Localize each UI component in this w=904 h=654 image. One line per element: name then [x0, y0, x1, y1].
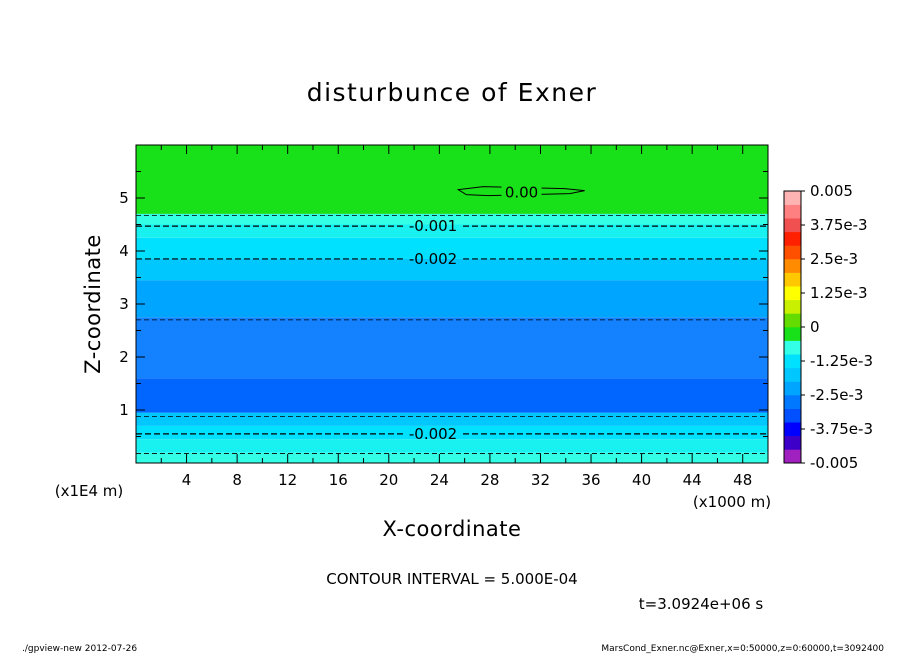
colorbar-swatch-17	[784, 218, 801, 233]
colorbar-swatch-7	[784, 354, 801, 369]
colorbar-swatch-9	[784, 327, 801, 341]
colorbar: 0.005 3.75e-3 2.5e-3 1.25e-3 0 -1.25e-3 -2.5e-…	[783, 182, 873, 472]
x-tick-label: 12	[278, 471, 297, 489]
zero-contour-line	[456, 186, 585, 197]
colorbar-swatch-18	[784, 204, 801, 219]
contour-band-1	[136, 439, 768, 453]
x-tick-label: 4	[182, 471, 192, 489]
colorbar-label: 3.75e-3	[810, 216, 868, 234]
x-tick-label: 48	[733, 471, 752, 489]
colorbar-label: 0	[810, 318, 820, 336]
zero-contour-label-bg	[501, 185, 542, 199]
contour-band-4	[136, 378, 768, 413]
contour-label-5: -0.001	[409, 217, 457, 235]
x-tick-label: 40	[632, 471, 651, 489]
colorbar-label: 0.005	[810, 182, 853, 200]
contour-label-1: -0.002	[409, 425, 457, 443]
y-tick-label: 2	[119, 348, 129, 366]
contour-band-2	[136, 425, 768, 440]
x-tick-label: 24	[430, 471, 449, 489]
x-tick-label: 20	[379, 471, 398, 489]
x-axis-label: X-coordinate	[383, 517, 522, 541]
colorbar-swatch-6	[784, 367, 801, 382]
x-tick-label: 28	[480, 471, 499, 489]
colorbar-label: -0.005	[810, 454, 858, 472]
x-unit-label: (x1000 m)	[693, 493, 771, 511]
colorbar-swatch-5	[784, 381, 801, 396]
x-tick-label: 8	[232, 471, 242, 489]
colorbar-swatch-1	[784, 435, 801, 450]
colorbar-swatch-11	[784, 299, 801, 314]
contour-band-8	[136, 237, 768, 259]
colorbar-swatch-4	[784, 395, 801, 409]
colorbar-swatch-2	[784, 422, 801, 437]
colorbar-swatch-15	[784, 245, 801, 260]
colorbar-swatch-10	[784, 313, 801, 328]
colorbar-label: -2.5e-3	[810, 386, 863, 404]
time-stamp: t=3.0924e+06 s	[639, 595, 764, 613]
colorbar-label: -1.25e-3	[810, 352, 873, 370]
x-tick-label: 44	[683, 471, 702, 489]
colorbar-swatch-0	[784, 449, 801, 464]
colorbar-label: 1.25e-3	[810, 284, 868, 302]
y-axis-label: Z-coordinate	[81, 234, 105, 374]
contour-band-11	[136, 145, 768, 214]
footer-left: ./gpview-new 2012-07-26	[22, 644, 137, 654]
zero-contour-label: 0.00	[505, 184, 538, 202]
colorbar-swatch-13	[784, 272, 801, 287]
contour-interval: CONTOUR INTERVAL = 5.000E-04	[326, 570, 577, 588]
contour-band-10	[136, 213, 768, 225]
contour-band-5	[136, 317, 768, 379]
y-tick-label: 4	[119, 242, 129, 260]
colorbar-swatch-12	[784, 286, 801, 301]
contour-band-0	[136, 452, 768, 463]
y-tick-label: 3	[119, 295, 129, 313]
colorbar-swatch-19	[784, 191, 801, 205]
colorbar-swatch-14	[784, 259, 801, 273]
contour-label-4: -0.002	[409, 250, 457, 268]
colorbar-label: -3.75e-3	[810, 420, 873, 438]
y-tick-label: 1	[119, 401, 129, 419]
colorbar-swatch-8	[784, 340, 801, 355]
y-unit-label: (x1E4 m)	[55, 482, 124, 500]
footer-right: MarsCond_Exner.nc@Exner,x=0:50000,z=0:60…	[601, 644, 884, 654]
contour-band-6	[136, 280, 768, 318]
contour-band-9	[136, 224, 768, 238]
colorbar-label: 2.5e-3	[810, 250, 858, 268]
x-tick-label: 16	[329, 471, 348, 489]
chart-title: disturbunce of Exner	[307, 78, 598, 107]
x-tick-label: 32	[531, 471, 550, 489]
colorbar-swatch-16	[784, 231, 801, 246]
x-tick-label: 36	[581, 471, 600, 489]
y-tick-label: 5	[119, 189, 129, 207]
contour-band-7	[136, 258, 768, 281]
colorbar-swatch-3	[784, 408, 801, 423]
